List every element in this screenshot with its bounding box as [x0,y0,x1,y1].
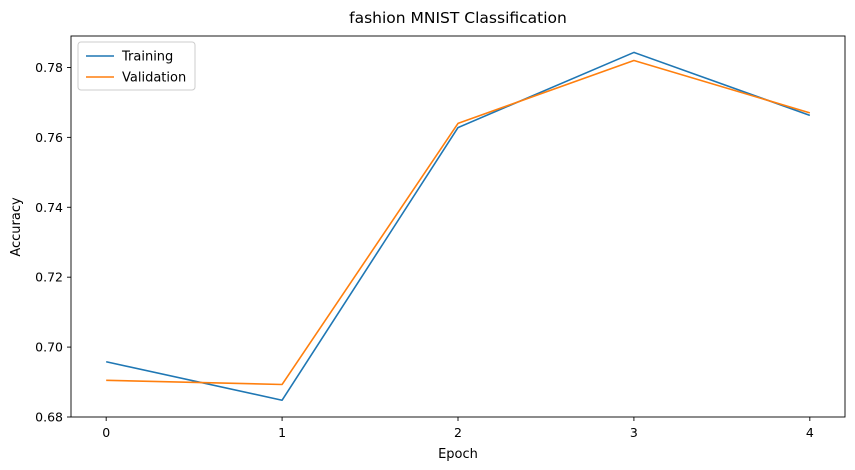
plot-area: 0 1 2 3 4 0.68 0.70 0.72 0.74 0.76 0.78 [35,35,846,440]
x-tick-label: 3 [630,425,638,440]
x-tick-label: 0 [102,425,110,440]
series-line-training [106,51,811,402]
plot-frame [70,35,846,418]
y-axis-label: Accuracy [9,197,24,257]
x-tick-label: 4 [806,425,814,440]
x-tick-label: 1 [278,425,286,440]
chart-title: fashion MNIST Classification [349,9,567,27]
y-tick-label: 0.70 [35,340,63,355]
legend: Training Validation [77,41,196,91]
legend-label-validation: Validation [122,71,186,86]
series-line-validation [106,59,811,386]
y-tick-label: 0.72 [35,270,63,285]
y-tick-label: 0.76 [35,130,63,145]
y-tick-label: 0.74 [35,200,63,215]
x-tick-label: 2 [454,425,462,440]
y-tick-label: 0.78 [35,60,63,75]
legend-label-training: Training [121,50,173,65]
x-axis-label: Epoch [438,447,478,462]
y-tick-label: 0.68 [35,410,63,425]
legend-box [77,41,196,91]
